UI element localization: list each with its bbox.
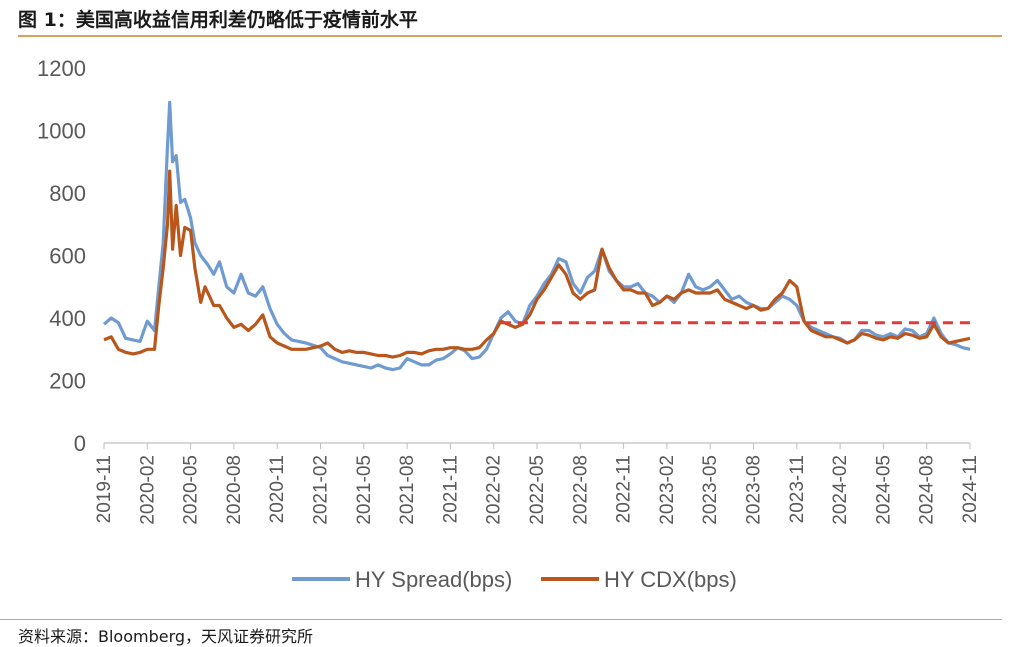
figure-title: 图 1：美国高收益信用利差仍略低于疫情前水平 — [18, 9, 418, 31]
source-note: 资料来源：Bloomberg，天风证券研究所 — [18, 627, 314, 646]
x-tick-label: 2021-08 — [397, 455, 418, 525]
y-tick-label: 200 — [49, 369, 86, 394]
y-tick-label: 1200 — [37, 56, 86, 81]
series-line-hy-spread — [102, 100, 971, 372]
x-tick-label: 2024-08 — [917, 455, 938, 525]
x-tick-label: 2023-08 — [744, 455, 765, 525]
x-tick-label: 2021-05 — [354, 455, 375, 525]
title-divider — [18, 35, 1002, 37]
y-tick-label: 0 — [74, 431, 86, 456]
y-tick-label: 600 — [49, 244, 86, 269]
plot-area — [102, 100, 971, 372]
legend-label: HY CDX(bps) — [604, 567, 737, 592]
x-tick-label: 2024-05 — [873, 455, 894, 525]
x-tick-label: 2023-05 — [700, 455, 721, 525]
x-tick-label: 2024-11 — [960, 455, 981, 523]
x-tick-label: 2020-02 — [137, 455, 158, 525]
footer-divider — [0, 619, 1002, 620]
x-tick-label: 2020-08 — [224, 455, 245, 525]
x-tick-label: 2020-11 — [267, 455, 288, 523]
y-tick-label: 400 — [49, 306, 86, 331]
x-tick-label: 2022-08 — [570, 455, 591, 525]
y-tick-label: 800 — [49, 181, 86, 206]
x-tick-label: 2023-02 — [657, 455, 678, 525]
series-line-hy-cdx — [103, 169, 971, 359]
x-axis: 2019-11 2020-02 2020-05 2020-08 2020-11 2021-… — [94, 442, 981, 525]
x-tick-label: 2024-02 — [830, 455, 851, 525]
x-tick-label: 2022-11 — [614, 455, 635, 523]
x-tick-label: 2020-05 — [181, 455, 202, 525]
line-chart: 0 200 400 600 800 1000 1200 2019-11 2020-02 2020… — [37, 56, 981, 592]
x-tick-label: 2019-11 — [94, 455, 115, 523]
x-tick-label: 2021-02 — [311, 455, 332, 525]
x-tick-label: 2022-05 — [527, 455, 548, 525]
y-tick-label: 1000 — [37, 119, 86, 144]
legend-label: HY Spread(bps) — [355, 567, 512, 592]
x-tick-label: 2021-11 — [440, 455, 461, 523]
y-axis: 0 200 400 600 800 1000 1200 — [37, 56, 86, 456]
legend: HY Spread(bps) HY CDX(bps) — [292, 567, 737, 592]
x-tick-label: 2022-02 — [484, 455, 505, 525]
x-tick-label: 2023-11 — [787, 455, 808, 523]
